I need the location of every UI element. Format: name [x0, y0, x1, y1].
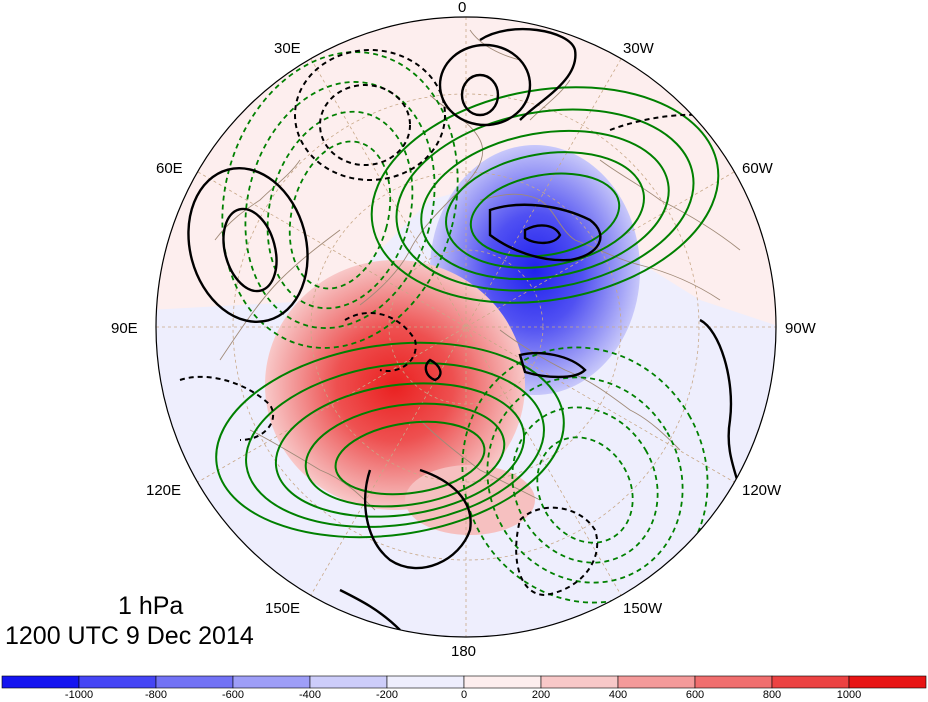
colorbar-swatch: [1, 675, 80, 689]
lon-label-90e: 90E: [111, 320, 138, 337]
lon-label-150w: 150W: [623, 600, 663, 617]
colorbar-swatch: [848, 675, 927, 689]
shading-layer: [156, 17, 776, 637]
lon-label-30w: 30W: [623, 40, 654, 57]
black-solid-contours: [187, 27, 742, 631]
lon-label-180: 180: [451, 643, 477, 660]
lon-label-120e: 120E: [146, 482, 182, 499]
level-label: 1 hPa: [118, 592, 184, 620]
colorbar-tick-label: 800: [762, 689, 782, 701]
graticule: [156, 17, 776, 637]
colorbar-tick-label: 400: [608, 689, 628, 701]
lon-label-60e: 60E: [156, 160, 183, 177]
colorbar-tick-label: -400: [298, 689, 322, 701]
colorbar-tick-label: 600: [685, 689, 705, 701]
colorbar-swatch: [232, 675, 311, 689]
map-boundary: [155, 16, 777, 638]
colorbar-swatch: [617, 675, 696, 689]
colorbar-swatch: [771, 675, 850, 689]
colorbar-tick-label: 1000: [836, 689, 862, 701]
colorbar-swatch: [540, 675, 619, 689]
green-solid-contours: [215, 86, 720, 539]
lon-label-0: 0: [458, 0, 467, 16]
colorbar-tick-label: -200: [375, 689, 399, 701]
lon-label-120w: 120W: [742, 482, 782, 499]
time-label: 1200 UTC 9 Dec 2014: [5, 622, 254, 650]
colorbar-tick-label: -800: [144, 689, 168, 701]
colorbar-swatch: [386, 675, 465, 689]
lon-label-60w: 60W: [742, 160, 773, 177]
colorbar-tick-label: 0: [460, 689, 468, 701]
black-dashed-contours: [179, 49, 731, 597]
colorbar-tick-label: 200: [531, 689, 551, 701]
lon-label-30e: 30E: [274, 40, 301, 57]
lon-label-90w: 90W: [785, 320, 816, 337]
colorbar-swatch: [155, 675, 234, 689]
colorbar-tick-label: -600: [221, 689, 245, 701]
colorbar-swatch: [78, 675, 157, 689]
colorbar-swatch: [694, 675, 773, 689]
colorbar: [1, 675, 927, 689]
lon-label-150e: 150E: [265, 600, 301, 617]
colorbar-swatch: [309, 675, 388, 689]
colorbar-swatch: [463, 675, 542, 689]
colorbar-tick-label: -1000: [64, 689, 94, 701]
coastlines: [214, 29, 741, 511]
